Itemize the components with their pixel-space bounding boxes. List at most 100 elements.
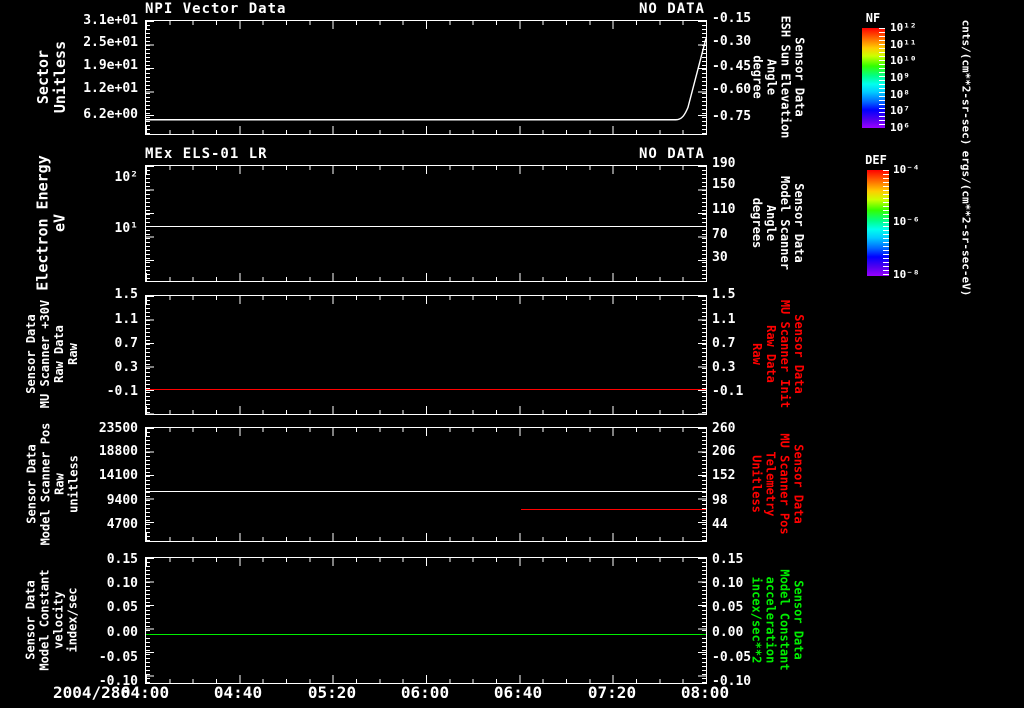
nf-colorbar bbox=[862, 28, 885, 128]
def-colorbar-unit-label: ergs/(cm**2-sr-sec-eV) bbox=[959, 150, 973, 296]
y-tick: 0.7 bbox=[114, 336, 138, 351]
y-tick: 206 bbox=[712, 444, 736, 459]
panel4-right-axis-label: Sensor Data MU Scanner Pos Telemetry Uni… bbox=[750, 433, 806, 535]
y-tick: 0.15 bbox=[712, 552, 744, 567]
panel2-xticks-bottom bbox=[146, 273, 706, 281]
y-tick: 70 bbox=[712, 227, 728, 242]
y-tick: 0.05 bbox=[106, 600, 138, 615]
x-tick: 06:00 bbox=[400, 683, 450, 702]
nf-colorbar-title: NF bbox=[865, 11, 881, 25]
def-tick: 10⁻⁴ bbox=[893, 163, 920, 176]
x-tick: 04:40 bbox=[213, 683, 263, 702]
panel2-xticks-top bbox=[146, 166, 706, 174]
y-tick: 150 bbox=[712, 177, 736, 192]
y-tick: 23500 bbox=[98, 421, 138, 436]
panel1-xticks-top bbox=[146, 21, 706, 29]
model-constant-acceleration-trace bbox=[146, 634, 706, 635]
y-tick: 110 bbox=[712, 202, 736, 217]
nf-tick: 10⁶ bbox=[890, 121, 910, 134]
panel2-yticks-right bbox=[698, 166, 706, 281]
x-tick: 04:00 bbox=[120, 683, 170, 702]
y-tick: -0.10 bbox=[712, 674, 752, 689]
y-tick: 9400 bbox=[106, 493, 138, 508]
nf-colorbar-ticks bbox=[879, 28, 885, 128]
y-tick: 30 bbox=[712, 250, 728, 265]
y-tick: 0.10 bbox=[712, 576, 744, 591]
y-tick: 0.00 bbox=[712, 625, 744, 640]
panel3-yticks-right bbox=[698, 296, 706, 414]
def-tick: 10⁻⁸ bbox=[893, 268, 920, 281]
y-tick: 190 bbox=[712, 156, 736, 171]
x-tick: 05:20 bbox=[307, 683, 357, 702]
y-tick: 152 bbox=[712, 468, 736, 483]
y-tick: 44 bbox=[712, 517, 728, 532]
y-tick: 0.3 bbox=[114, 360, 138, 375]
y-tick: 1.5 bbox=[114, 287, 138, 302]
y-tick: -0.45 bbox=[712, 59, 752, 74]
panel5-yticks-left bbox=[146, 558, 154, 683]
panel5-xticks-top bbox=[146, 558, 706, 566]
panel3-xticks-top bbox=[146, 296, 706, 304]
y-tick: -0.1 bbox=[712, 384, 744, 399]
panel2-right-axis-label: Sensor Data Model Scanner Angle degrees bbox=[750, 176, 807, 270]
y-tick: 14100 bbox=[98, 468, 138, 483]
panel1-plot-area bbox=[145, 20, 707, 135]
x-axis-date-label: 2004/286 bbox=[52, 683, 130, 702]
y-tick: -0.15 bbox=[712, 11, 752, 26]
y-tick: 98 bbox=[712, 493, 728, 508]
def-colorbar-ticks bbox=[883, 170, 889, 276]
nf-tick: 10¹² bbox=[890, 21, 917, 34]
panel4-yticks-left bbox=[146, 428, 154, 541]
y-tick: -0.30 bbox=[712, 34, 752, 49]
panel3-yticks-left bbox=[146, 296, 154, 414]
def-colorbar bbox=[867, 170, 889, 276]
nf-tick: 10⁷ bbox=[890, 104, 910, 117]
nf-tick: 10¹⁰ bbox=[890, 54, 917, 67]
panel2-yticks-left bbox=[146, 166, 154, 281]
panel5-right-axis-label: Sensor Data Model Constant acceleration … bbox=[750, 569, 806, 671]
y-tick: 1.2e+01 bbox=[83, 81, 138, 96]
y-tick: -0.10 bbox=[98, 674, 138, 689]
def-colorbar-title: DEF bbox=[865, 153, 887, 167]
panel4-xticks-bottom bbox=[146, 533, 706, 541]
y-tick: 2.5e+01 bbox=[83, 35, 138, 50]
x-tick: 07:20 bbox=[587, 683, 637, 702]
panel1-right-axis-label: Sensor Data ESH Sun Elevation Angle degr… bbox=[750, 15, 807, 139]
esh-sun-elevation-trace bbox=[146, 38, 706, 121]
y-tick: 10¹ bbox=[114, 221, 138, 236]
y-tick: 0.7 bbox=[712, 336, 736, 351]
panel1-yticks-left bbox=[146, 21, 154, 134]
y-tick: 0.10 bbox=[106, 576, 138, 591]
y-tick: 0.00 bbox=[106, 625, 138, 640]
panel4-plot-area bbox=[145, 427, 707, 542]
def-tick: 10⁻⁶ bbox=[893, 215, 920, 228]
y-tick: 1.5 bbox=[712, 287, 736, 302]
panel1-no-data-label: NO DATA bbox=[638, 1, 705, 17]
panel5-xticks-bottom bbox=[146, 675, 706, 683]
panel1-yticks-right bbox=[698, 21, 706, 134]
y-tick: -0.05 bbox=[98, 650, 138, 665]
mu-scanner-pos-telemetry-trace bbox=[521, 509, 706, 510]
panel2-no-data-label: NO DATA bbox=[638, 146, 705, 162]
model-scanner-angle-trace bbox=[146, 226, 706, 227]
y-tick: 10² bbox=[114, 170, 138, 185]
panel4-yticks-right bbox=[698, 428, 706, 541]
nf-tick: 10¹¹ bbox=[890, 38, 917, 51]
mu-scanner-init-trace bbox=[146, 389, 706, 390]
y-tick: 1.1 bbox=[114, 312, 138, 327]
nf-tick: 10⁹ bbox=[890, 71, 910, 84]
y-tick: -0.75 bbox=[712, 109, 752, 124]
y-tick: 0.15 bbox=[106, 552, 138, 567]
y-tick: -0.05 bbox=[712, 650, 752, 665]
y-tick: 0.05 bbox=[712, 600, 744, 615]
panel1-title: NPI Vector Data bbox=[145, 1, 287, 17]
model-scanner-pos-trace bbox=[146, 491, 706, 492]
y-tick: 3.1e+01 bbox=[83, 13, 138, 28]
panel2-title: MEx ELS-01 LR bbox=[145, 146, 268, 162]
panel3-xticks-bottom bbox=[146, 406, 706, 414]
y-tick: 18800 bbox=[98, 444, 138, 459]
panel2-plot-area bbox=[145, 165, 707, 282]
y-tick: 1.1 bbox=[712, 312, 736, 327]
nf-colorbar-unit-label: cnts/(cm**2-sr-sec) bbox=[959, 19, 973, 145]
